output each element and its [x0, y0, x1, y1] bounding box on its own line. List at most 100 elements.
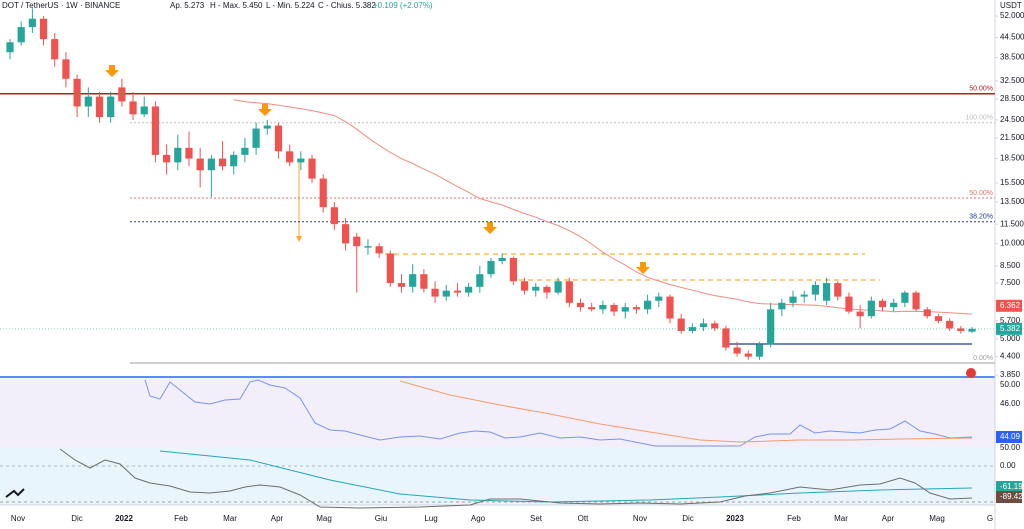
- price-tick-label: 7.500: [1000, 278, 1021, 287]
- currency: USDT: [1000, 1, 1022, 10]
- candle-body: [867, 300, 875, 317]
- candle-body: [498, 257, 506, 262]
- symbol: DOT / TetherUS · 1W · BINANCE: [2, 1, 120, 10]
- candle-body: [800, 294, 808, 297]
- time-label: 2023: [726, 514, 744, 523]
- price-tag: [996, 322, 1022, 335]
- candle-body: [509, 257, 517, 282]
- candle-body: [878, 300, 887, 308]
- candle-body: [912, 292, 920, 310]
- candle-body: [599, 304, 607, 310]
- price-tick-label: 24.500: [1000, 115, 1024, 124]
- candle-body: [442, 290, 450, 297]
- candle-body: [453, 290, 462, 293]
- candle-body: [543, 286, 551, 293]
- candle-body: [957, 328, 965, 331]
- candle-body: [520, 281, 529, 291]
- header: DOT / TetherUS · 1W · BINANCE Ap. 5.273 …: [2, 1, 1022, 10]
- candle-body: [610, 304, 618, 312]
- candle-body: [62, 59, 70, 79]
- price-tag-label: 5.382: [1000, 324, 1021, 333]
- candle-body: [39, 18, 48, 40]
- candle-body: [789, 296, 797, 303]
- candle-body: [84, 96, 92, 107]
- time-label: Mag: [929, 514, 945, 523]
- candle-body: [767, 309, 775, 345]
- indicator-tag: [996, 491, 1022, 503]
- candle-body: [822, 283, 831, 301]
- indicator-label: 0.00: [1000, 461, 1016, 470]
- time-label: Mar: [223, 514, 237, 523]
- indicator-label: -89.42: [1000, 492, 1023, 501]
- candle-body: [845, 296, 853, 312]
- candle-body: [397, 283, 406, 287]
- rsi-line: [144, 379, 973, 447]
- candle-body: [263, 125, 271, 129]
- time-label: Ott: [578, 514, 589, 523]
- price-tick-label: 4.400: [1000, 352, 1021, 361]
- candle-body: [588, 307, 596, 310]
- candle-body: [6, 42, 14, 53]
- candle-body: [241, 147, 249, 155]
- time-label: Mag: [316, 514, 332, 523]
- candle-body: [353, 236, 361, 247]
- indicator-label: 46.00: [1000, 399, 1021, 408]
- candle-body: [364, 246, 372, 248]
- open: Ap. 5.273: [170, 1, 205, 10]
- candle-body: [699, 323, 708, 328]
- candle-body: [409, 274, 417, 287]
- indicator-label: -61.19: [1000, 482, 1023, 491]
- candle-body: [688, 327, 696, 331]
- signal-arrow: [636, 262, 650, 274]
- candle-body: [28, 18, 36, 28]
- candle-body: [655, 296, 663, 301]
- price-tick-label: 38.500: [1000, 53, 1024, 62]
- candle-body: [420, 274, 428, 289]
- low: L - Min. 5.224: [266, 1, 315, 10]
- time-label: Apr: [882, 514, 895, 523]
- oscillator-line: [59, 448, 973, 509]
- candle-body: [923, 309, 931, 317]
- candle-body: [901, 292, 909, 303]
- indicator-label: 50.00: [1000, 380, 1021, 389]
- time-label: Lug: [424, 514, 437, 523]
- candle-body: [890, 302, 898, 308]
- candle-body: [196, 158, 204, 171]
- price-tick-label: 18.500: [1000, 154, 1024, 163]
- candle-body: [297, 158, 305, 163]
- price-tick-label: 15.500: [1000, 178, 1024, 187]
- price-tick-label: 32.500: [1000, 76, 1024, 85]
- candle-body: [107, 96, 115, 118]
- candle-body: [755, 344, 764, 357]
- close: C - Chius. 5.382: [318, 1, 376, 10]
- candle-body: [632, 307, 641, 310]
- candle-body: [386, 253, 394, 284]
- fib-level-label: 38.20%: [969, 214, 993, 221]
- candle-body: [95, 96, 104, 118]
- indicator-tag: [996, 431, 1022, 443]
- price-tag: [996, 299, 1022, 312]
- candle-body: [744, 353, 752, 357]
- candle-body: [319, 178, 327, 208]
- time-label: G: [987, 514, 993, 523]
- fib-level-label: 100.00%: [965, 115, 993, 122]
- candle-body: [733, 347, 741, 354]
- candle-body: [341, 224, 350, 244]
- rsi-average: [399, 380, 973, 443]
- time-label: Feb: [174, 514, 188, 523]
- candle-body: [532, 286, 540, 291]
- candle-body: [185, 147, 193, 159]
- signal-arrow: [258, 104, 272, 116]
- candle-body: [465, 286, 473, 293]
- indicator-label: 50.00: [1000, 443, 1021, 452]
- candle-body: [946, 320, 954, 329]
- change: +0.109 (+2.07%): [373, 1, 433, 10]
- time-label: Feb: [787, 514, 801, 523]
- time-label: Dic: [71, 514, 83, 523]
- time-label: Dic: [682, 514, 694, 523]
- candle-body: [207, 158, 215, 171]
- candle-body: [140, 106, 148, 115]
- price-tick-label: 44.500: [1000, 33, 1024, 42]
- candle-body: [375, 246, 383, 254]
- candle-body: [811, 284, 819, 295]
